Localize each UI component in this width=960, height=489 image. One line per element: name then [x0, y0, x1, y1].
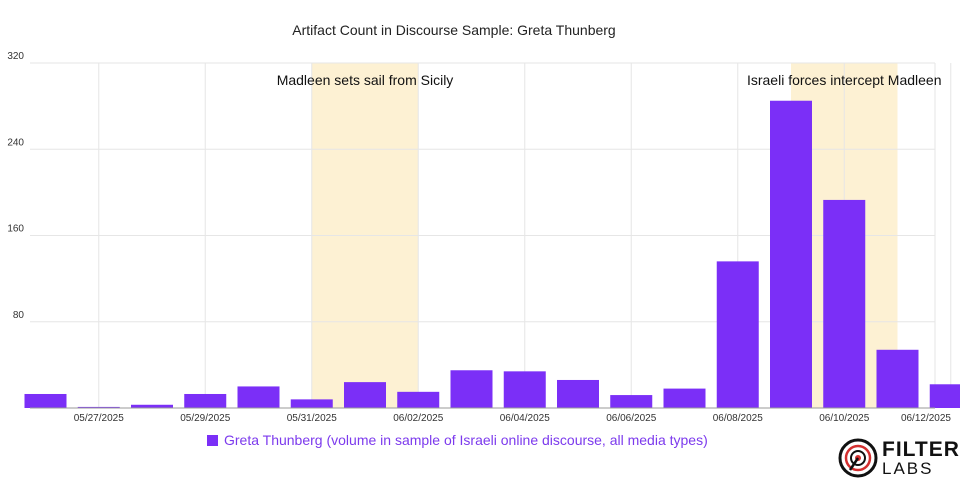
y-tick-label: 80 [13, 310, 25, 321]
x-tick-label: 05/27/2025 [74, 413, 124, 424]
x-tick-label: 06/02/2025 [393, 413, 443, 424]
legend-swatch [207, 434, 218, 446]
bar[interactable] [290, 399, 333, 408]
bar[interactable] [823, 199, 866, 408]
filter-labs-logo: FILTER LABS [838, 438, 960, 478]
bar[interactable] [503, 371, 546, 408]
bar[interactable] [929, 384, 960, 408]
y-tick-label: 320 [7, 51, 24, 62]
annotation-label: Israeli forces intercept Madleen [747, 72, 942, 88]
bar[interactable] [716, 261, 759, 408]
legend-label: Greta Thunberg (volume in sample of Isra… [224, 432, 708, 448]
x-tick-label: 06/12/2025 [901, 413, 951, 424]
bar[interactable] [131, 404, 173, 408]
x-tick-label: 06/06/2025 [606, 413, 656, 424]
filter-labs-logo-icon [838, 438, 878, 478]
x-tick-label: 05/29/2025 [180, 413, 230, 424]
y-tick-label: 240 [7, 137, 24, 148]
bar[interactable] [770, 100, 812, 408]
bar[interactable] [344, 382, 386, 408]
bar[interactable] [184, 393, 227, 408]
chart-title: Artifact Count in Discourse Sample: Gret… [292, 22, 615, 38]
y-tick-label: 160 [7, 224, 24, 235]
x-tick-label: 06/04/2025 [500, 413, 550, 424]
x-tick-label: 06/10/2025 [819, 413, 869, 424]
bar[interactable] [77, 406, 120, 408]
bar[interactable] [610, 395, 653, 408]
annotation-label: Madleen sets sail from Sicily [277, 72, 454, 88]
bar[interactable] [450, 370, 493, 408]
legend[interactable]: Greta Thunberg (volume in sample of Isra… [207, 432, 708, 448]
bar[interactable] [557, 379, 599, 408]
bar[interactable] [663, 388, 706, 408]
bar[interactable] [24, 393, 67, 408]
bar[interactable] [397, 391, 440, 408]
logo-text-filter: FILTER [882, 438, 960, 461]
bar[interactable] [876, 349, 919, 408]
x-tick-label: 05/31/2025 [287, 413, 337, 424]
x-tick-label: 06/08/2025 [713, 413, 763, 424]
bar[interactable] [237, 386, 280, 408]
logo-text-labs: LABS [882, 459, 934, 478]
